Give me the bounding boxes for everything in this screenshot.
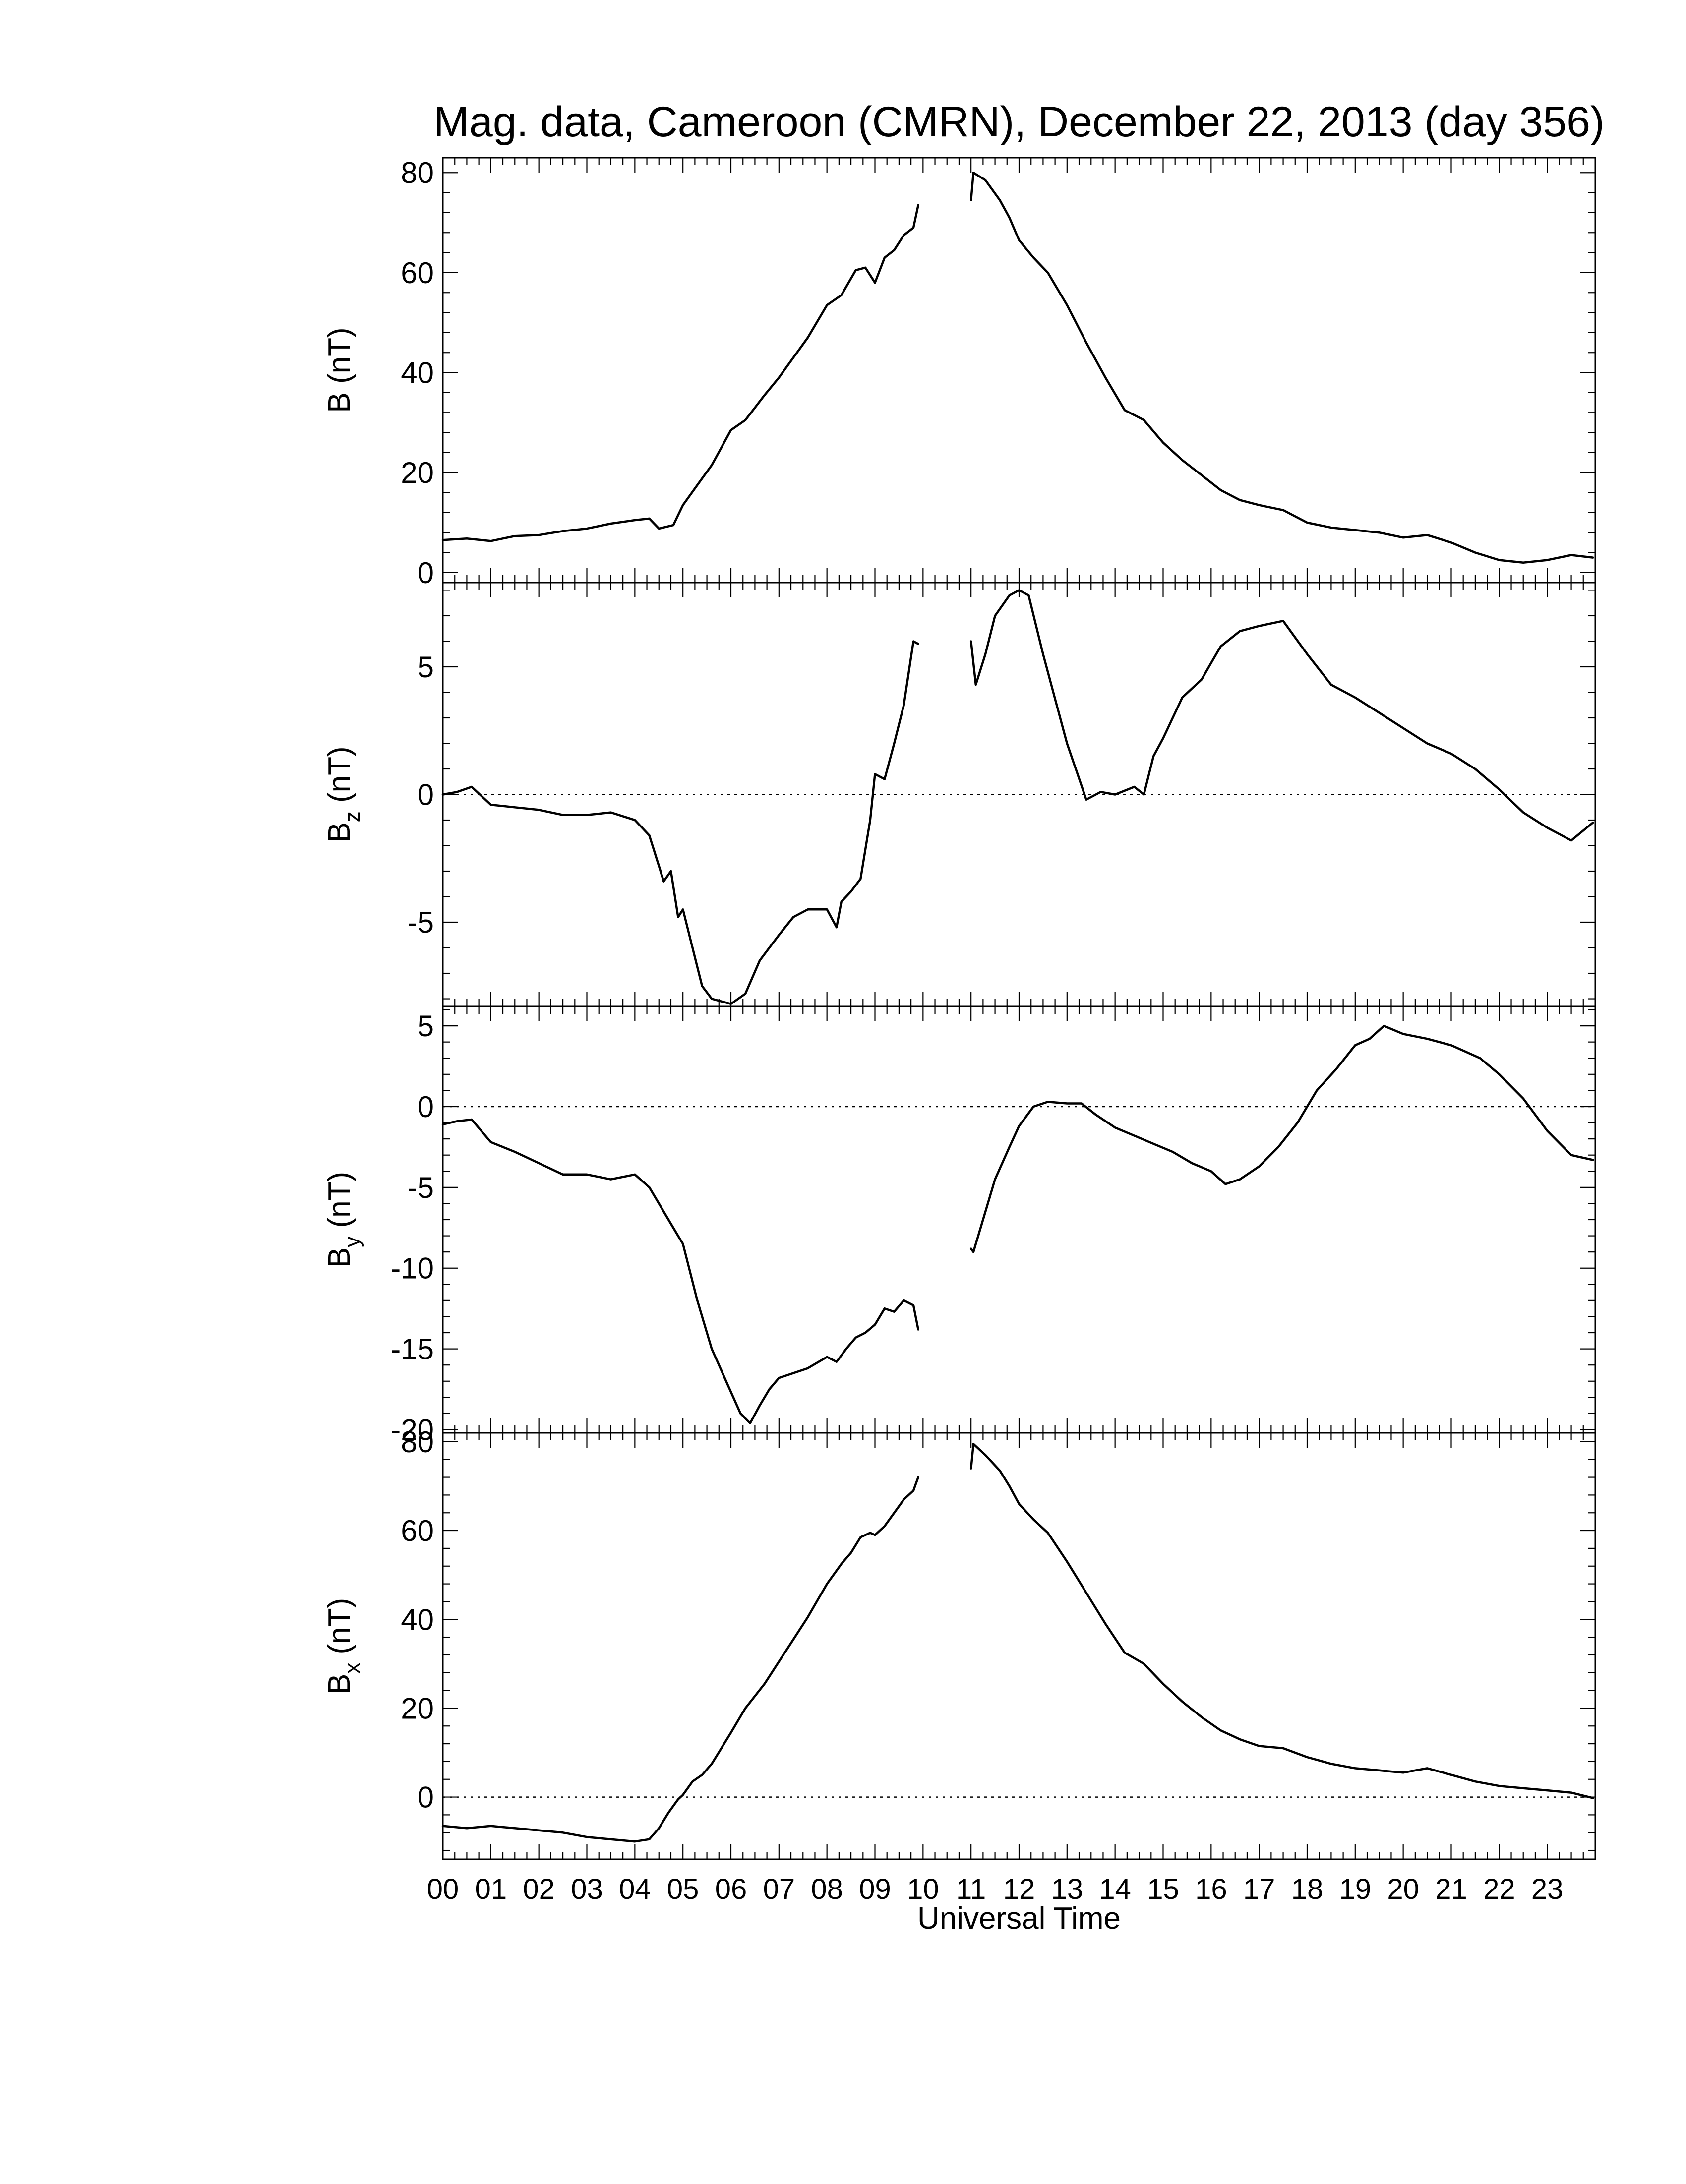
panel-1-series-segment-2 [969, 171, 1594, 564]
y-axis-title-unit: (nT) [322, 1172, 357, 1237]
y-tick-label: 0 [418, 778, 434, 812]
x-tick-label: 03 [571, 1873, 603, 1905]
y-axis-title-subscript: x [340, 1663, 364, 1674]
x-tick-label: 10 [907, 1873, 939, 1905]
x-axis-title: Universal Time [917, 1901, 1121, 1936]
y-axis-title: Bx (nT) [322, 1598, 364, 1694]
x-tick-label: 05 [667, 1873, 699, 1905]
y-axis-title: By (nT) [322, 1172, 364, 1268]
y-axis-title-base: B [322, 822, 357, 842]
y-axis-title: B (nT) [322, 327, 357, 413]
y-tick-label: -15 [391, 1333, 434, 1366]
chart-title: Mag. data, Cameroon (CMRN), December 22,… [433, 98, 1604, 146]
y-tick-label: -5 [408, 1171, 434, 1204]
x-tick-label: 14 [1099, 1873, 1131, 1905]
panel-4-series-segment-1 [441, 1476, 919, 1843]
x-tick-label: 00 [427, 1873, 459, 1905]
panel-3-series-segment-1 [441, 1118, 919, 1424]
panel-3-series-segment-2 [969, 1024, 1594, 1253]
y-tick-label: 5 [418, 1009, 434, 1043]
x-tick-label: 20 [1387, 1873, 1419, 1905]
y-tick-label: -5 [408, 906, 434, 939]
x-tick-label: 01 [475, 1873, 507, 1905]
y-axis-title-unit: (nT) [322, 327, 357, 392]
y-tick-label: 60 [401, 256, 434, 290]
y-tick-label: 20 [401, 1692, 434, 1725]
x-tick-label: 12 [1003, 1873, 1035, 1905]
y-tick-label: 0 [418, 556, 434, 590]
x-tick-label: 15 [1147, 1873, 1179, 1905]
panel-1-series-segment-1 [441, 204, 919, 542]
x-tick-label: 07 [763, 1873, 795, 1905]
y-axis-title: Bz (nT) [322, 746, 364, 842]
y-axis-title-unit: (nT) [322, 746, 357, 811]
y-axis-title-subscript: z [340, 811, 364, 822]
x-tick-label: 23 [1531, 1873, 1564, 1905]
x-tick-label: 06 [715, 1873, 747, 1905]
y-tick-label: 40 [401, 356, 434, 390]
y-axis-title-base: B [322, 1674, 357, 1694]
y-tick-label: 0 [418, 1090, 434, 1123]
y-tick-label: 5 [418, 650, 434, 684]
panel-4-frame [442, 1432, 1596, 1860]
y-tick-label: 20 [401, 456, 434, 489]
x-tick-label: 17 [1243, 1873, 1275, 1905]
x-tick-label: 19 [1339, 1873, 1372, 1905]
y-tick-label: -20 [391, 1413, 434, 1446]
x-tick-label: 04 [619, 1873, 651, 1905]
y-tick-label: 0 [418, 1781, 434, 1814]
y-tick-label: 60 [401, 1514, 434, 1547]
x-tick-label: 18 [1291, 1873, 1324, 1905]
panel-4-series-segment-2 [969, 1443, 1594, 1799]
y-axis-title-base: B [322, 392, 357, 413]
y-tick-label: -10 [391, 1252, 434, 1285]
x-tick-label: 13 [1051, 1873, 1084, 1905]
x-tick-label: 09 [859, 1873, 891, 1905]
panel-2-series-segment-1 [441, 640, 919, 1005]
panel-1-frame [442, 157, 1596, 584]
y-axis-title-base: B [322, 1247, 357, 1268]
y-tick-label: 80 [401, 156, 434, 189]
y-axis-title-subscript: y [340, 1237, 364, 1247]
y-tick-label: 40 [401, 1603, 434, 1636]
x-tick-label: 22 [1483, 1873, 1515, 1905]
panel-3-frame [442, 1005, 1596, 1434]
x-tick-label: 11 [956, 1873, 986, 1905]
x-tick-label: 02 [523, 1873, 555, 1905]
y-tick-label: 80 [401, 1425, 434, 1459]
x-tick-label: 21 [1435, 1873, 1467, 1905]
y-axis-title-unit: (nT) [322, 1598, 357, 1663]
x-tick-label: 16 [1195, 1873, 1227, 1905]
x-tick-label: 08 [811, 1873, 843, 1905]
panel-2-series-segment-2 [969, 589, 1594, 842]
